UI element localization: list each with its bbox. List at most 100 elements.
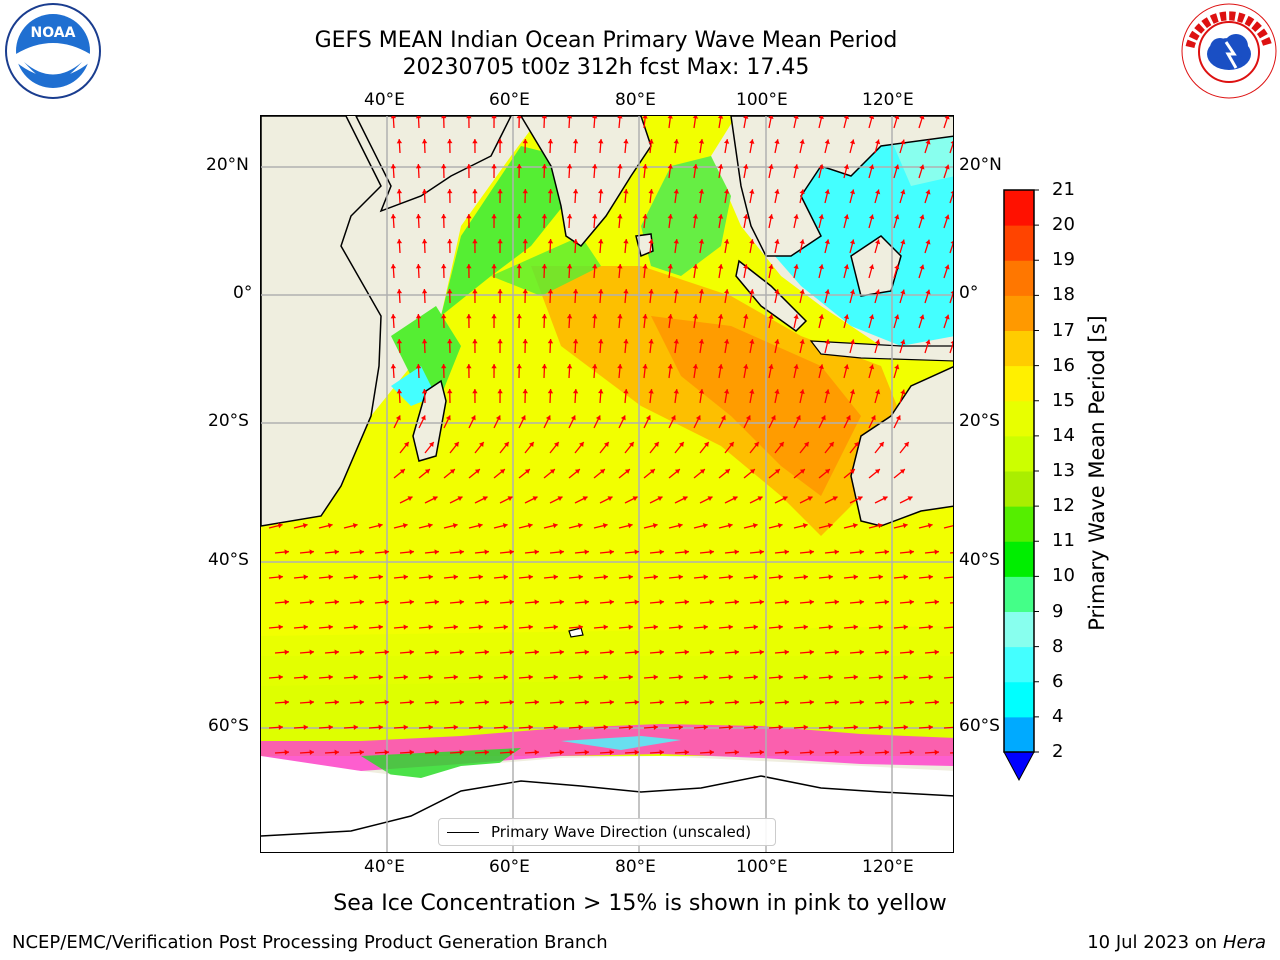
direction-arrowhead: [673, 339, 679, 344]
direction-arrowhead: [642, 364, 648, 369]
direction-arrowhead: [818, 214, 824, 220]
direction-arrowhead: [849, 339, 856, 345]
lat-tick-right-60s: 60°S: [959, 716, 1000, 736]
direction-arrowhead: [484, 599, 489, 605]
direction-arrowhead: [472, 239, 478, 244]
direction-arrowhead: [703, 574, 708, 580]
direction-arrowhead: [566, 214, 573, 219]
direction-arrowhead: [522, 389, 528, 394]
direction-arrowhead: [384, 749, 389, 756]
lon-tick-bottom-80: 80°E: [615, 857, 656, 877]
direction-arrowhead: [732, 496, 738, 502]
direction-arrowhead: [617, 264, 623, 269]
direction-arrowhead: [919, 164, 925, 170]
direction-arrowhead: [928, 724, 933, 730]
direction-arrowhead: [692, 264, 699, 269]
direction-arrowhead: [441, 314, 447, 319]
direction-arrowhead: [434, 749, 439, 756]
direction-arrowhead: [359, 549, 364, 555]
direction-arrowhead: [753, 574, 758, 580]
direction-arrowhead: [692, 364, 699, 369]
direction-arrowhead: [578, 624, 583, 630]
direction-arrowhead: [572, 239, 579, 244]
direction-arrowhead: [670, 415, 676, 421]
direction-arrowhead: [925, 189, 931, 195]
direction-arrowhead: [459, 749, 464, 756]
nws-logo: [1180, 2, 1278, 100]
direction-arrowhead: [884, 749, 889, 756]
colorbar-tick-label: 9: [1052, 600, 1064, 622]
direction-arrowhead: [491, 164, 497, 169]
direction-arrowhead: [824, 139, 830, 145]
direction-arrowhead: [734, 749, 739, 756]
direction-arrowhead: [474, 469, 480, 474]
colorbar-segment: [1004, 190, 1034, 226]
direction-arrowhead: [795, 415, 801, 421]
direction-arrowhead: [359, 649, 364, 655]
direction-arrowhead: [692, 314, 699, 319]
direction-arrowhead: [678, 624, 683, 630]
direction-arrowhead: [497, 139, 503, 144]
direction-arrowhead: [623, 139, 629, 144]
direction-arrowhead: [572, 289, 579, 294]
direction-arrowhead: [617, 364, 623, 369]
direction-arrowhead: [534, 549, 539, 555]
direction-arrowhead: [478, 574, 483, 580]
direction-arrowhead: [497, 189, 503, 194]
direction-arrowhead: [774, 139, 780, 144]
direction-arrowhead: [875, 339, 881, 345]
direction-arrowhead: [352, 523, 358, 529]
direction-arrowhead: [334, 749, 339, 756]
direction-arrowhead: [403, 574, 408, 580]
direction-arrowhead: [673, 289, 679, 294]
direction-arrow: [949, 342, 953, 354]
colorbar-tick-label: 19: [1052, 249, 1075, 271]
direction-arrowhead: [566, 314, 573, 319]
direction-arrowhead: [828, 442, 834, 448]
direction-arrowhead: [584, 749, 589, 756]
direction-arrowhead: [849, 139, 856, 145]
direction-arrowhead: [877, 523, 883, 529]
direction-arrowhead: [390, 116, 397, 119]
direction-arrowhead: [843, 314, 850, 320]
direction-arrowhead: [522, 339, 528, 344]
direction-arrowhead: [353, 574, 358, 580]
direction-arrowhead: [598, 389, 604, 394]
direction-arrowhead: [859, 749, 864, 756]
direction-arrowhead: [421, 189, 428, 194]
direction-arrowhead: [447, 139, 453, 144]
direction-arrowhead: [532, 496, 538, 502]
direction-arrowhead: [472, 189, 478, 194]
direction-arrowhead: [584, 649, 589, 655]
direction-arrowhead: [328, 674, 333, 680]
direction-arrowhead: [793, 116, 799, 120]
colorbar-segment: [1004, 681, 1034, 718]
direction-arrowhead: [421, 239, 428, 244]
direction-arrowhead: [466, 314, 472, 319]
direction-arrowhead: [572, 189, 579, 194]
direction-arrowhead: [421, 389, 428, 394]
direction-arrowhead: [869, 116, 875, 120]
direction-arrow: [949, 242, 953, 254]
direction-arrowhead: [491, 314, 497, 319]
colorbar-tick-label: 2: [1052, 741, 1064, 762]
direction-arrowhead: [384, 549, 389, 555]
direction-arrowhead: [628, 724, 633, 730]
direction-arrowhead: [834, 699, 839, 705]
direction-arrowhead: [648, 339, 654, 344]
direction-arrowhead: [673, 189, 679, 194]
direction-arrowhead: [934, 749, 939, 756]
colorbar-label: Primary Wave Mean Period [s]: [1085, 315, 1109, 631]
direction-arrowhead: [667, 116, 673, 119]
direction-arrowhead: [734, 599, 739, 605]
direction-arrowhead: [807, 496, 813, 502]
direction-arrowhead: [950, 290, 953, 294]
direction-arrowhead: [692, 214, 699, 219]
direction-arrowhead: [559, 649, 564, 655]
lat-tick-left-60s: 60°S: [208, 716, 249, 736]
direction-arrowhead: [607, 496, 613, 502]
direction-arrowhead: [799, 189, 805, 195]
direction-arrowhead: [853, 674, 858, 680]
direction-arrowhead: [674, 469, 680, 474]
direction-arrowhead: [843, 116, 850, 120]
